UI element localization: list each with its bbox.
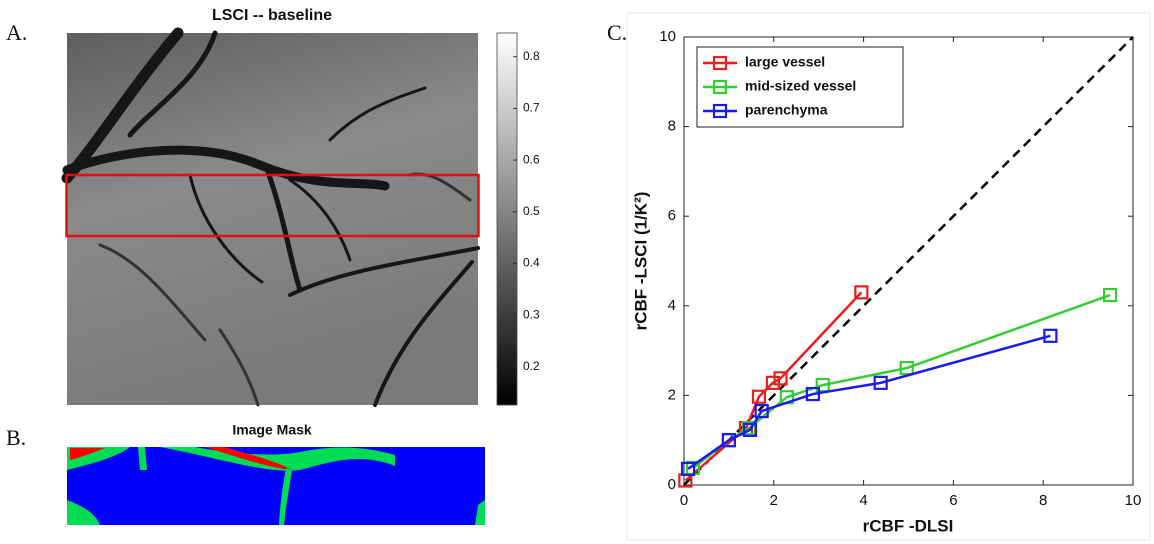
legend-label: mid-sized vessel [745, 78, 856, 94]
image-title: Image Mask [232, 422, 312, 438]
colorbar-tick-label: 0.2 [523, 359, 540, 373]
panel-label: C. [607, 20, 627, 45]
legend-marker [712, 79, 728, 95]
mask-image [67, 447, 485, 525]
colorbar-tick-label: 0.8 [523, 49, 540, 63]
y-tick-label: 6 [668, 207, 676, 224]
colorbar [496, 32, 518, 406]
data-point [805, 386, 820, 402]
colorbar-tick-label: 0.4 [523, 256, 540, 270]
x-tick-label: 6 [949, 492, 957, 509]
data-point [1103, 287, 1118, 303]
legend-label: parenchyma [745, 102, 828, 118]
identity-line [683, 36, 1134, 486]
series-line [687, 334, 1051, 470]
data-point [742, 422, 758, 437]
x-tick-label: 10 [1125, 492, 1142, 509]
colorbar-tick-label: 0.3 [523, 307, 540, 321]
legend-marker [712, 103, 728, 119]
data-point [815, 377, 830, 393]
data-point [765, 375, 781, 390]
data-point [721, 433, 737, 448]
y-tick-label: 0 [668, 476, 676, 493]
data-point [754, 403, 769, 419]
y-tick-label: 8 [668, 118, 676, 135]
x-tick-label: 2 [770, 492, 778, 509]
data-point [1043, 328, 1058, 343]
image-title: LSCI -- baseline [212, 7, 332, 24]
data-point [854, 285, 869, 300]
legend-label: large vessel [745, 54, 825, 70]
panel-label: B. [6, 425, 26, 450]
x-tick-label: 4 [859, 492, 867, 509]
series-line [692, 293, 1111, 469]
panel-label: A. [6, 20, 27, 45]
legend-marker [712, 55, 728, 71]
y-tick-label: 2 [668, 386, 676, 403]
y-tick-label: 4 [668, 297, 676, 314]
x-axis-label: rCBF -DLSI [863, 516, 954, 535]
y-tick-label: 10 [659, 28, 676, 45]
lsci-image [61, 27, 480, 407]
panel-frame [626, 12, 1151, 541]
data-point [873, 375, 888, 390]
y-axis-label: rCBF -LSCI (1/K²) [631, 192, 650, 331]
data-point [751, 389, 767, 404]
colorbar-tick-label: 0.5 [523, 204, 540, 218]
x-tick-label: 0 [680, 492, 688, 509]
colorbar-tick-label: 0.6 [523, 152, 540, 166]
data-point [899, 360, 914, 376]
data-point [680, 461, 696, 476]
data-point [773, 371, 788, 386]
colorbar-tick-label: 0.7 [523, 101, 540, 115]
plot-frame [683, 36, 1134, 486]
x-tick-label: 8 [1039, 492, 1047, 509]
